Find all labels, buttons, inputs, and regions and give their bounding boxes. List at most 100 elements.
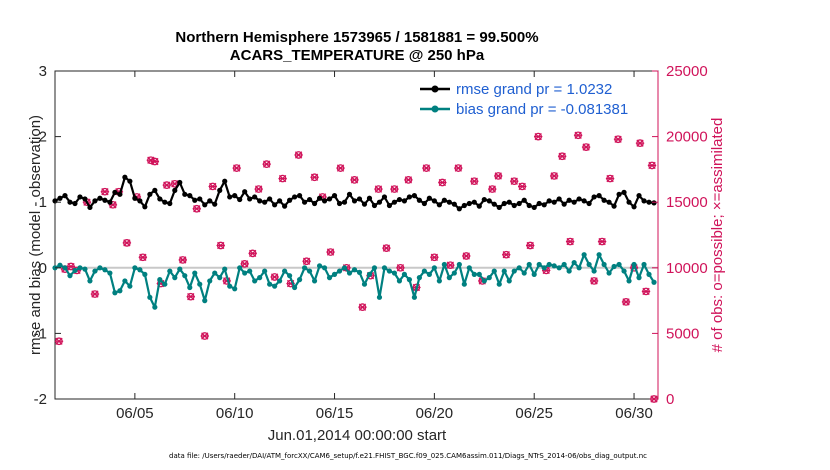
bias-point <box>311 278 318 284</box>
rmse-point <box>142 204 148 210</box>
bias-point <box>132 265 138 271</box>
rmse-point <box>451 201 457 207</box>
rmse-point <box>187 193 193 199</box>
rmse-point <box>316 195 323 201</box>
bias-point <box>366 271 373 277</box>
y-left-axis-label: rmse and bias (model - observation) <box>27 115 44 355</box>
bias-point <box>346 270 353 276</box>
x-tick-label: 06/20 <box>416 405 454 422</box>
x-tick-label: 06/15 <box>316 405 354 422</box>
rmse-point <box>212 201 218 207</box>
rmse-point <box>351 198 358 204</box>
bias-point <box>152 304 158 310</box>
rmse-point <box>62 193 68 199</box>
bias-point <box>456 261 462 268</box>
bias-point <box>331 271 338 277</box>
bias-point <box>247 268 253 274</box>
x-tick-label: 06/30 <box>615 405 653 422</box>
bias-point <box>621 268 627 274</box>
bias-point <box>117 288 123 294</box>
bias-point <box>107 270 113 276</box>
x-tick-label: 06/05 <box>116 405 154 422</box>
rmse-point <box>102 197 108 203</box>
bias-point <box>596 252 602 258</box>
bias-point <box>421 268 427 274</box>
rmse-point <box>456 206 462 212</box>
rmse-point <box>491 201 497 207</box>
bias-series-group <box>52 252 657 310</box>
rmse-point <box>107 199 113 205</box>
bias-point <box>511 268 517 274</box>
rmse-point <box>636 193 642 199</box>
bias-point <box>296 277 303 283</box>
bias-point <box>636 275 642 281</box>
rmse-point <box>262 199 268 205</box>
y-left-tick-label: 0 <box>39 260 47 277</box>
bias-point <box>646 271 652 277</box>
rmse-point <box>486 198 492 204</box>
bias-point <box>232 286 238 292</box>
rmse-point <box>222 178 228 184</box>
bias-point <box>536 261 542 268</box>
y-right-axis-ticks: 0 5000 10000 15000 20000 25000 <box>652 63 708 408</box>
y-left-tick-label: 3 <box>39 63 47 80</box>
rmse-point <box>182 191 188 197</box>
bias-point <box>147 294 153 300</box>
bias-point <box>82 266 88 272</box>
bias-point <box>466 265 472 271</box>
rmse-point <box>461 202 467 209</box>
rmse-point <box>606 199 612 205</box>
bias-point <box>501 268 507 274</box>
bias-point <box>401 271 408 277</box>
y-right-tick-label: 15000 <box>666 194 708 211</box>
rmse-point <box>331 193 338 199</box>
plot-area <box>54 70 659 400</box>
rmse-point <box>431 198 437 204</box>
rmse-point <box>366 195 373 201</box>
bias-point <box>321 265 328 271</box>
rmse-point <box>202 202 208 208</box>
bias-point <box>301 265 308 271</box>
rmse-point <box>546 198 552 204</box>
rmse-point <box>311 200 318 207</box>
bias-point <box>142 271 148 277</box>
rmse-point <box>296 193 303 199</box>
rmse-point <box>92 198 98 204</box>
bias-point <box>257 275 263 281</box>
rmse-point <box>267 196 273 202</box>
bias-point <box>77 265 83 271</box>
bias-point <box>197 281 203 287</box>
rmse-point <box>207 198 213 204</box>
bias-point <box>506 278 512 284</box>
rmse-point <box>336 200 343 207</box>
rmse-point <box>641 198 647 204</box>
rmse-point <box>376 199 383 205</box>
rmse-point <box>386 202 393 209</box>
x-axis-ticks: 06/05 06/10 06/15 06/20 06/25 06/30 <box>116 71 653 422</box>
obs-markers-group <box>54 131 659 403</box>
rmse-point <box>287 197 293 203</box>
bias-point <box>277 278 283 284</box>
rmse-point <box>87 204 93 211</box>
rmse-point <box>52 198 58 204</box>
y-right-tick-label: 0 <box>666 391 674 408</box>
bias-point <box>127 283 133 289</box>
bias-point <box>202 298 208 304</box>
bias-point <box>97 265 103 271</box>
rmse-point <box>137 198 143 204</box>
bias-point <box>326 275 333 281</box>
rmse-point <box>586 200 592 207</box>
rmse-point <box>646 199 652 205</box>
y-right-tick-label: 5000 <box>666 325 699 342</box>
rmse-point <box>471 199 477 205</box>
bias-point <box>616 261 622 268</box>
rmse-point <box>346 191 353 197</box>
rmse-point <box>541 202 547 208</box>
rmse-point <box>631 204 637 210</box>
rmse-point <box>601 197 607 203</box>
rmse-point <box>396 196 403 203</box>
y-right-axis-label: # of obs: o=possible; ×=assimilated <box>709 118 726 353</box>
rmse-point <box>381 194 388 200</box>
rmse-point <box>591 194 597 200</box>
